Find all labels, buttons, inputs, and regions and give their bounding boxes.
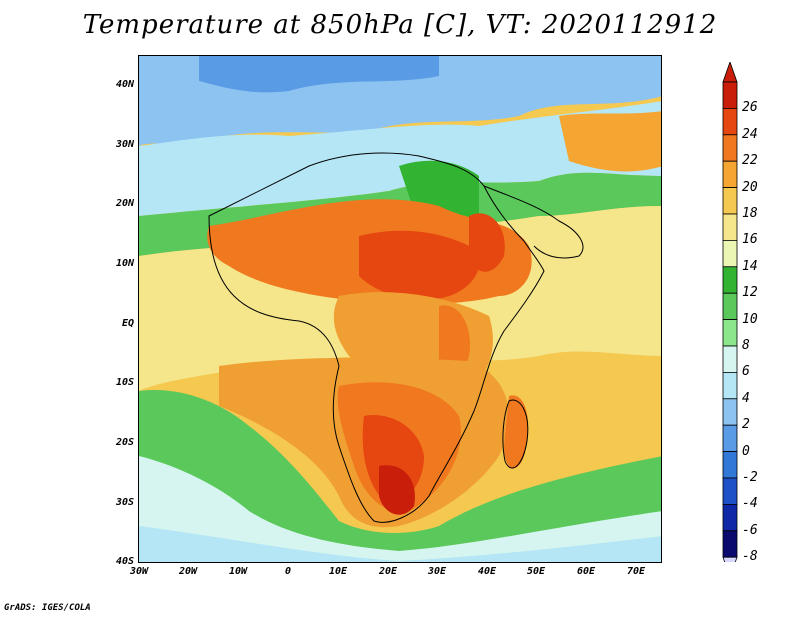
x-tick-label: 40E	[477, 566, 497, 577]
southern-ocean-cold	[139, 526, 661, 562]
colorbar	[722, 62, 738, 562]
y-tick-label: 10S	[115, 377, 134, 388]
y-tick-label: EQ	[121, 318, 134, 329]
colorbar-cell	[722, 108, 738, 136]
colorbar-label: 6	[742, 364, 750, 380]
middle-east-warm	[559, 111, 661, 172]
colorbar-label: -2	[742, 470, 758, 485]
colorbar-label: 2	[742, 417, 750, 433]
colorbar-label: -8	[742, 549, 758, 565]
chart-title: Temperature at 850hPa [C], VT: 202011291…	[82, 10, 718, 40]
colorbar-label: -6	[742, 522, 758, 538]
great-lakes-hot	[439, 305, 470, 377]
y-tick-label: 40N	[115, 79, 134, 90]
colorbar-label: 0	[742, 443, 750, 459]
x-tick-label: 70E	[626, 566, 646, 577]
madagascar-coastline	[502, 399, 529, 469]
colorbar-cell	[722, 213, 738, 241]
colorbar-cell	[722, 451, 738, 479]
colorbar-label: 4	[742, 390, 750, 406]
colorbar-cell	[722, 503, 738, 532]
colorbar-label: 10	[742, 311, 758, 327]
y-tick-label: 20N	[115, 198, 134, 209]
colorbar-under-arrow	[722, 556, 738, 562]
central-africa-red	[359, 230, 480, 300]
africa-coastline	[208, 152, 545, 523]
colorbar-cell	[722, 81, 738, 109]
colorbar-cell	[722, 345, 738, 373]
colorbar-label: 20	[742, 179, 758, 195]
colorbar-label: 8	[742, 338, 750, 353]
colorbar-over-arrow	[722, 62, 738, 83]
colorbar-cell	[722, 134, 738, 162]
x-tick-label: 20E	[378, 566, 398, 577]
highveld-dark-red	[379, 465, 415, 515]
colorbar-label: 14	[742, 258, 758, 274]
colorbar-cell	[722, 477, 738, 505]
colorbar-label: 16	[742, 232, 758, 248]
x-tick-label: 10E	[328, 566, 348, 577]
x-tick-label: 10W	[228, 566, 248, 577]
colorbar-cell	[722, 160, 738, 188]
colorbar-cell	[722, 319, 738, 347]
map-svg	[139, 56, 661, 562]
x-tick-label: 0	[284, 566, 292, 577]
colorbar-cell	[722, 424, 738, 453]
colorbar-label: -4	[742, 496, 758, 512]
colorbar-label: 18	[742, 206, 758, 221]
colorbar-cell	[722, 266, 738, 294]
colorbar-label: 26	[742, 100, 758, 116]
colorbar-cell	[722, 371, 738, 400]
colorbar-cell	[722, 530, 738, 558]
colorbar-cell	[722, 398, 738, 426]
x-tick-label: 50E	[526, 566, 546, 577]
y-tick-label: 30S	[115, 497, 134, 508]
colorbar-label: 24	[742, 126, 758, 142]
temperature-map	[138, 55, 662, 563]
y-tick-label: 20S	[115, 437, 134, 448]
x-tick-label: 20W	[178, 566, 198, 577]
colorbar-cell	[722, 239, 738, 268]
y-tick-label: 40S	[115, 556, 134, 567]
mediterranean-cool-band	[139, 101, 661, 216]
colorbar-cell	[722, 292, 738, 320]
ethiopia-red	[469, 213, 505, 272]
southern-ocean-green	[139, 390, 661, 562]
credit-text: GrADS: IGES/COLA	[4, 603, 91, 613]
arabia-coastline	[483, 185, 584, 259]
y-tick-label: 10N	[115, 258, 134, 269]
southern-ocean-pale	[139, 456, 661, 562]
x-tick-label: 30W	[129, 566, 149, 577]
x-tick-label: 60E	[576, 566, 596, 577]
colorbar-cell	[722, 187, 738, 215]
colorbar-label: 12	[742, 285, 758, 301]
x-tick-label: 30E	[427, 566, 447, 577]
colorbar-label: 22	[742, 153, 758, 169]
madagascar-hot	[504, 395, 529, 469]
y-tick-label: 30N	[115, 139, 134, 150]
europe-colder-band	[199, 56, 439, 93]
